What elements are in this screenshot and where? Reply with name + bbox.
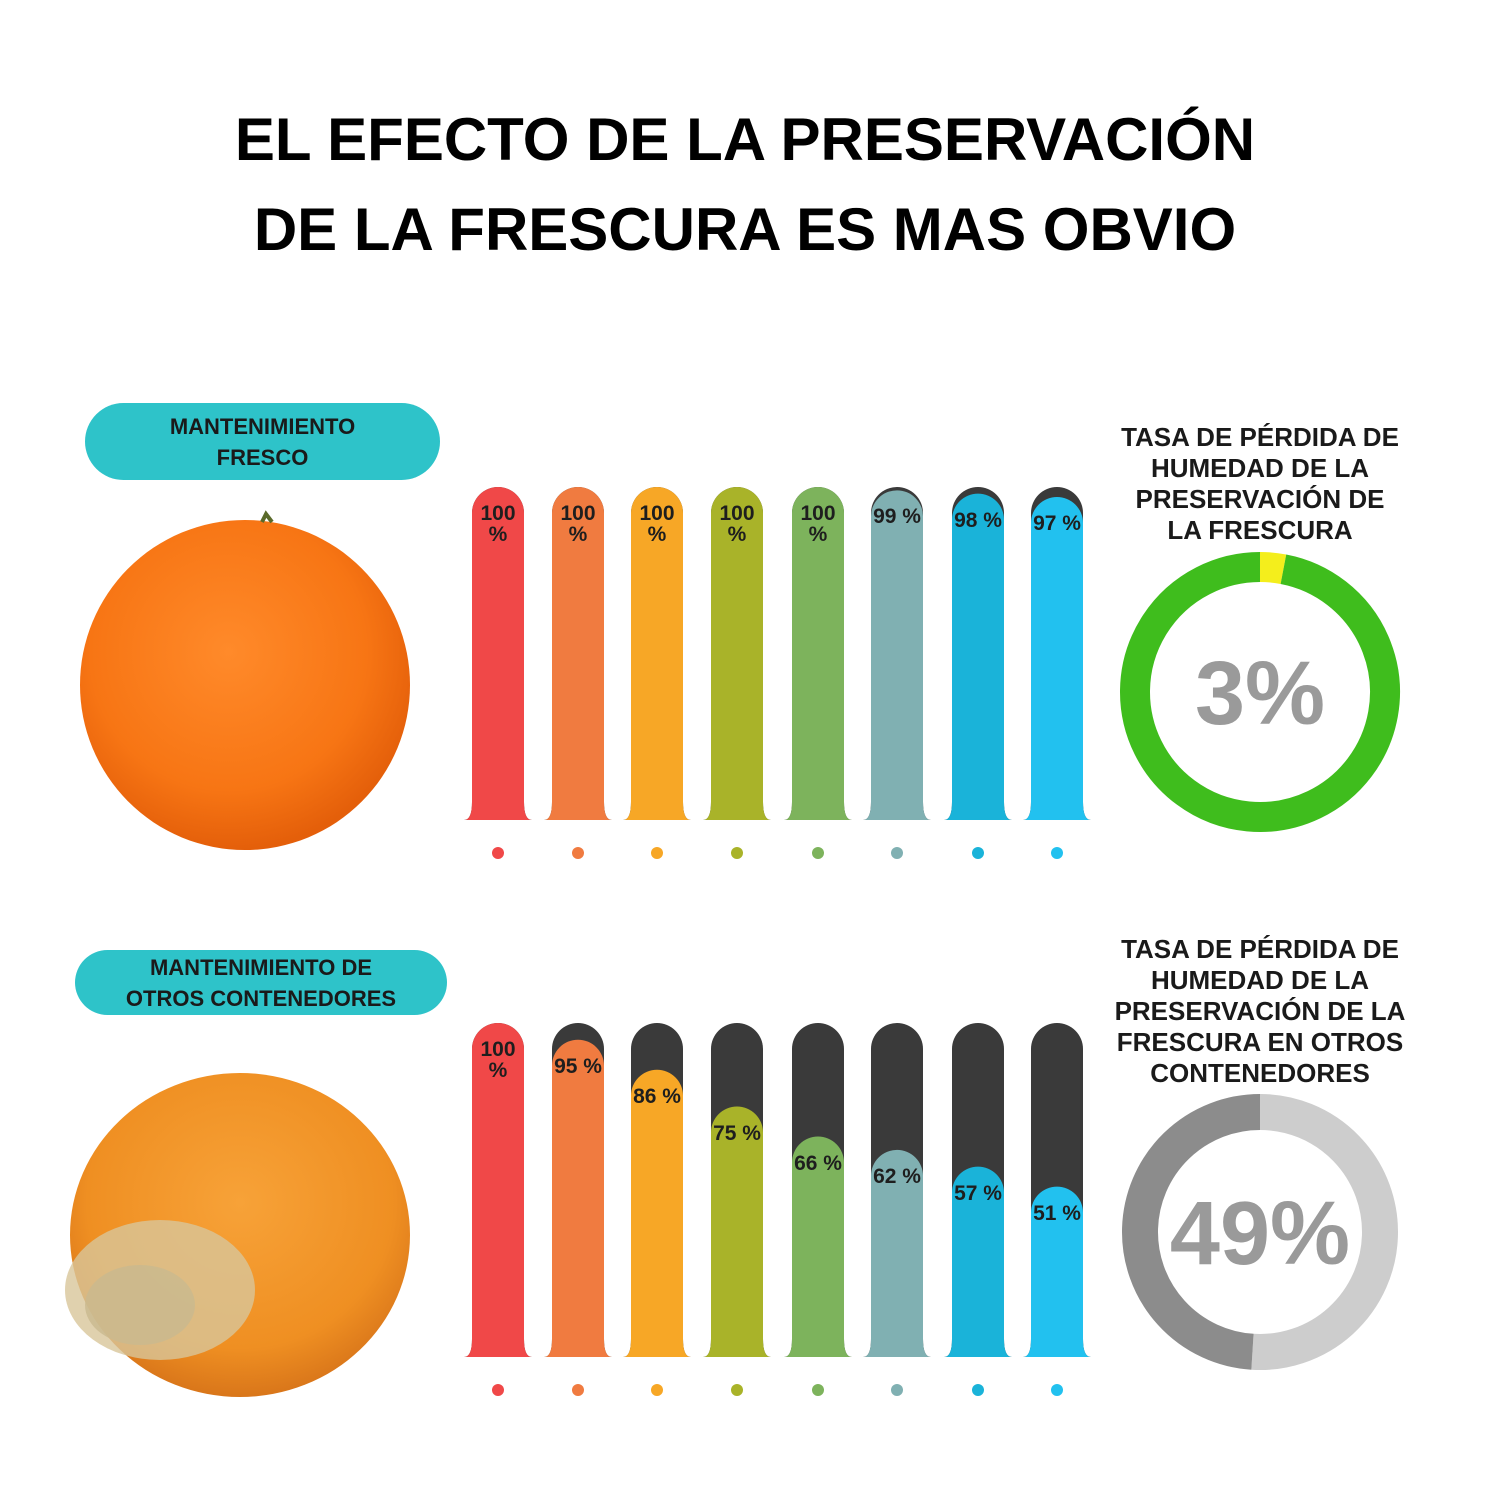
dot xyxy=(1051,847,1063,859)
pill-label: MANTENIMIENTO DE xyxy=(150,955,372,980)
dot xyxy=(731,1384,743,1396)
dot xyxy=(891,847,903,859)
orange-stem xyxy=(260,510,274,524)
bar xyxy=(944,493,1012,820)
bar xyxy=(1023,496,1091,820)
donut-title: HUMEDAD DE LA xyxy=(1151,453,1369,483)
dot xyxy=(812,1384,824,1396)
bar xyxy=(1023,1186,1091,1357)
value-label: 95 % xyxy=(554,1054,602,1078)
value-label: 100 % xyxy=(560,502,596,546)
bar xyxy=(464,487,532,820)
pill-label: OTROS CONTENEDORES xyxy=(126,986,396,1011)
value-label: 75 % xyxy=(713,1121,761,1145)
fresh-orange xyxy=(80,520,410,850)
bar xyxy=(464,1023,532,1357)
pill-label: FRESCO xyxy=(217,445,309,470)
mold-patch xyxy=(85,1265,195,1345)
value-label: 66 % xyxy=(794,1151,842,1175)
label-pill xyxy=(75,950,447,1015)
value-label: 57 % xyxy=(954,1181,1002,1205)
bar xyxy=(784,1136,852,1357)
dot xyxy=(1051,1384,1063,1396)
bar xyxy=(784,487,852,820)
donut-segment xyxy=(1259,552,1287,585)
value-label: 100 % xyxy=(639,502,675,546)
bar xyxy=(703,487,771,820)
pill-label: MANTENIMIENTO xyxy=(170,414,355,439)
dot xyxy=(731,847,743,859)
dot xyxy=(492,1384,504,1396)
dot xyxy=(891,1384,903,1396)
donut-title: PRESERVACIÓN DE xyxy=(1136,484,1385,514)
dot xyxy=(492,847,504,859)
bar xyxy=(703,1106,771,1357)
value-label: 100 % xyxy=(480,502,516,546)
donut-title: PRESERVACIÓN DE LA xyxy=(1115,996,1406,1026)
donut-title: TASA DE PÉRDIDA DE xyxy=(1121,422,1399,452)
title-line: DE LA FRESCURA ES MAS OBVIO xyxy=(254,196,1236,263)
donut-segment xyxy=(1251,1094,1399,1370)
donut-segment xyxy=(1120,552,1400,832)
label-pill xyxy=(85,403,440,480)
dot xyxy=(651,847,663,859)
dot xyxy=(572,1384,584,1396)
dot xyxy=(572,847,584,859)
title-line: EL EFECTO DE LA PRESERVACIÓN xyxy=(235,106,1255,173)
value-label: 99 % xyxy=(873,505,921,529)
value-label: 100 % xyxy=(719,502,755,546)
bar xyxy=(863,1149,931,1357)
dot xyxy=(812,847,824,859)
value-label: 100 % xyxy=(480,1038,516,1082)
bar xyxy=(623,1069,691,1357)
donut-segment xyxy=(1122,1094,1261,1370)
donut-title: LA FRESCURA xyxy=(1167,515,1353,545)
dot xyxy=(972,1384,984,1396)
value-label: 51 % xyxy=(1033,1201,1081,1225)
value-label: 97 % xyxy=(1033,511,1081,535)
bar xyxy=(944,1166,1012,1357)
value-label: 98 % xyxy=(954,508,1002,532)
dot xyxy=(651,1384,663,1396)
value-label: 62 % xyxy=(873,1164,921,1188)
donut-title: FRESCURA EN OTROS xyxy=(1117,1027,1404,1057)
donut-title: HUMEDAD DE LA xyxy=(1151,965,1369,995)
bar xyxy=(544,487,612,820)
bar xyxy=(623,487,691,820)
value-label: 86 % xyxy=(633,1084,681,1108)
value-label: 100 % xyxy=(800,502,836,546)
donut-center-label: 3% xyxy=(1195,644,1325,744)
bar xyxy=(544,1039,612,1357)
donut-title: TASA DE PÉRDIDA DE xyxy=(1121,934,1399,964)
donut-title: CONTENEDORES xyxy=(1150,1058,1370,1088)
bar xyxy=(863,490,931,820)
donut-center-label: 49% xyxy=(1170,1184,1350,1284)
dot xyxy=(972,847,984,859)
